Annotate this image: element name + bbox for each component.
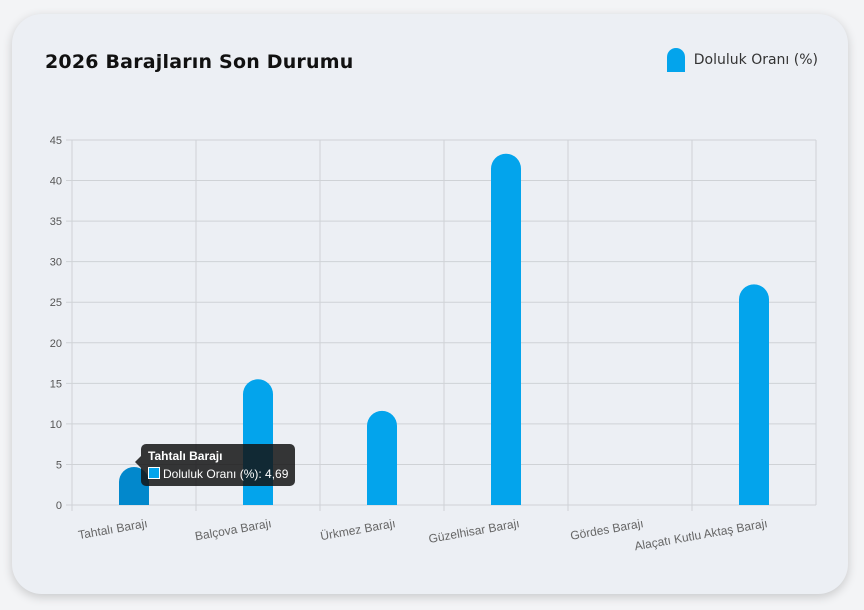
x-tick-label: Tahtalı Barajı [77,516,148,542]
y-tick-label: 5 [56,459,62,471]
y-tick-label: 0 [56,500,62,512]
x-tick-label: Balçova Barajı [194,516,273,543]
y-tick-label: 10 [50,419,62,431]
x-tick-label: Ürkmez Barajı [319,516,396,543]
y-tick-label: 15 [50,378,62,390]
y-tick-label: 45 [50,135,62,147]
y-tick-label: 35 [50,216,62,228]
chart-title: 2026 Barajların Son Durumu [45,51,354,73]
x-tick-label: Alaçatı Kutlu Aktaş Barajı [633,516,768,553]
tooltip-label: Doluluk Oranı (%): 4,69 [163,467,289,481]
y-tick-label: 20 [50,338,62,350]
legend-item[interactable]: Doluluk Oranı (%) [666,48,818,72]
legend-swatch [666,48,685,72]
bar [739,284,769,505]
tooltip: Tahtalı Barajı Doluluk Oranı (%): 4,69 [134,444,296,486]
bar [243,379,273,505]
tooltip-swatch [148,467,160,479]
y-tick-label: 30 [50,257,62,269]
bar [491,153,521,505]
tooltip-title: Tahtalı Barajı [148,449,223,463]
y-tick-label: 25 [50,297,62,309]
bar [367,410,397,505]
x-tick-label: Güzelhisar Barajı [427,516,520,546]
chart-card [12,14,848,594]
legend-label: Doluluk Oranı (%) [693,52,818,68]
y-tick-label: 40 [50,176,62,188]
